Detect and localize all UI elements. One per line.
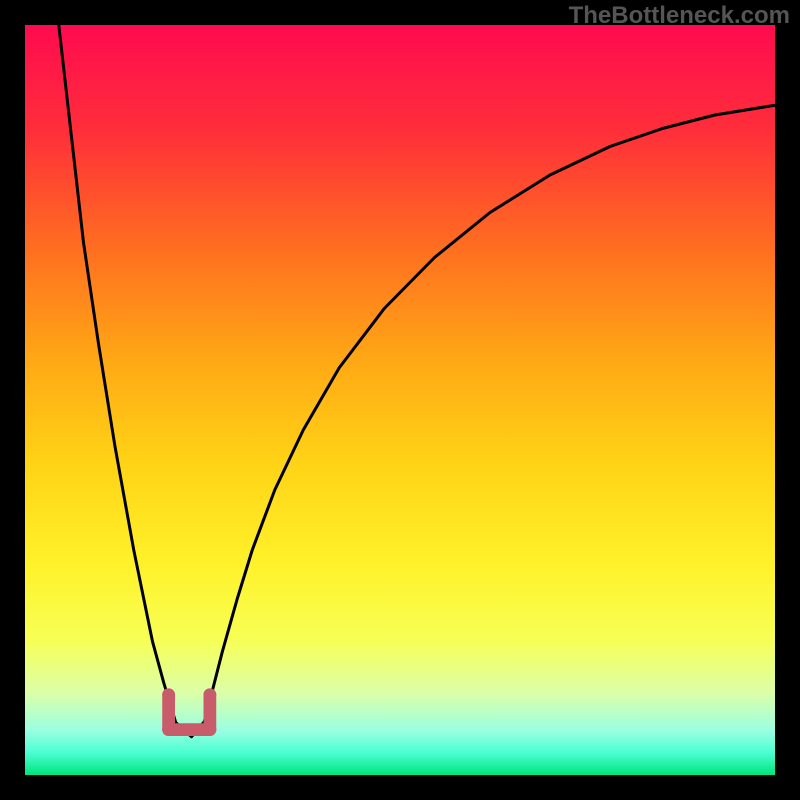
bottleneck-chart — [0, 0, 800, 800]
plot-background — [25, 25, 775, 775]
watermark-text: TheBottleneck.com — [569, 2, 790, 30]
